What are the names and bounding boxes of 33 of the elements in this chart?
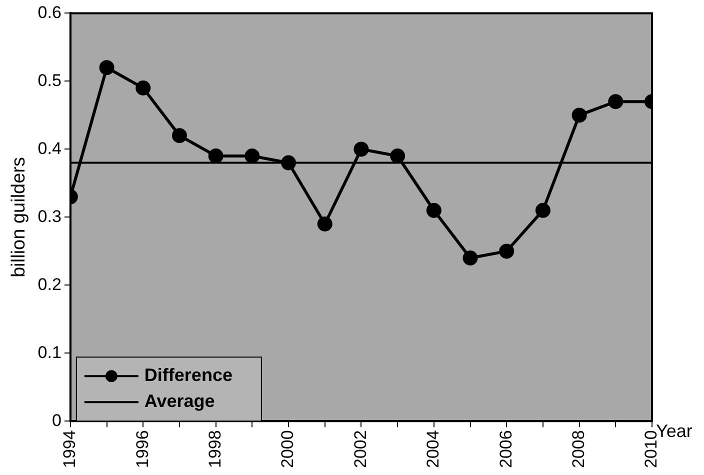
x-tick-label: 2006 — [496, 430, 516, 468]
point — [317, 216, 332, 232]
x-tick-label: 1998 — [206, 430, 225, 468]
point — [244, 148, 260, 164]
x-tick-label: 1994 — [60, 430, 80, 468]
point — [535, 202, 550, 218]
y-tick-label: 0.5 — [38, 70, 62, 90]
point — [499, 244, 514, 259]
x-tick-label: 2004 — [424, 430, 443, 468]
point — [426, 202, 442, 218]
y-tick-label: 0.1 — [38, 342, 62, 362]
y-tick-label: 0.4 — [38, 138, 62, 158]
point — [572, 108, 587, 123]
x-tick-label: 2002 — [350, 430, 370, 468]
x-tick-label: 2000 — [278, 430, 298, 468]
point — [281, 155, 296, 170]
legend-label: Difference — [144, 365, 232, 386]
point — [354, 142, 369, 157]
y-tick-label: 0.6 — [38, 2, 62, 22]
point — [136, 80, 151, 96]
x-tick-label: 2008 — [568, 430, 588, 468]
x-tick-label: 1996 — [132, 430, 152, 468]
y-tick-label: 0.2 — [38, 274, 62, 294]
y-axis-title: billion guilders — [8, 156, 30, 278]
point — [462, 250, 478, 266]
y-tick-label: 0 — [52, 410, 62, 430]
point — [608, 94, 624, 110]
point — [172, 128, 187, 144]
point — [390, 148, 406, 164]
point — [208, 148, 224, 164]
point — [99, 60, 114, 76]
legend-label: Average — [144, 391, 215, 412]
y-tick-label: 0.3 — [38, 206, 62, 226]
